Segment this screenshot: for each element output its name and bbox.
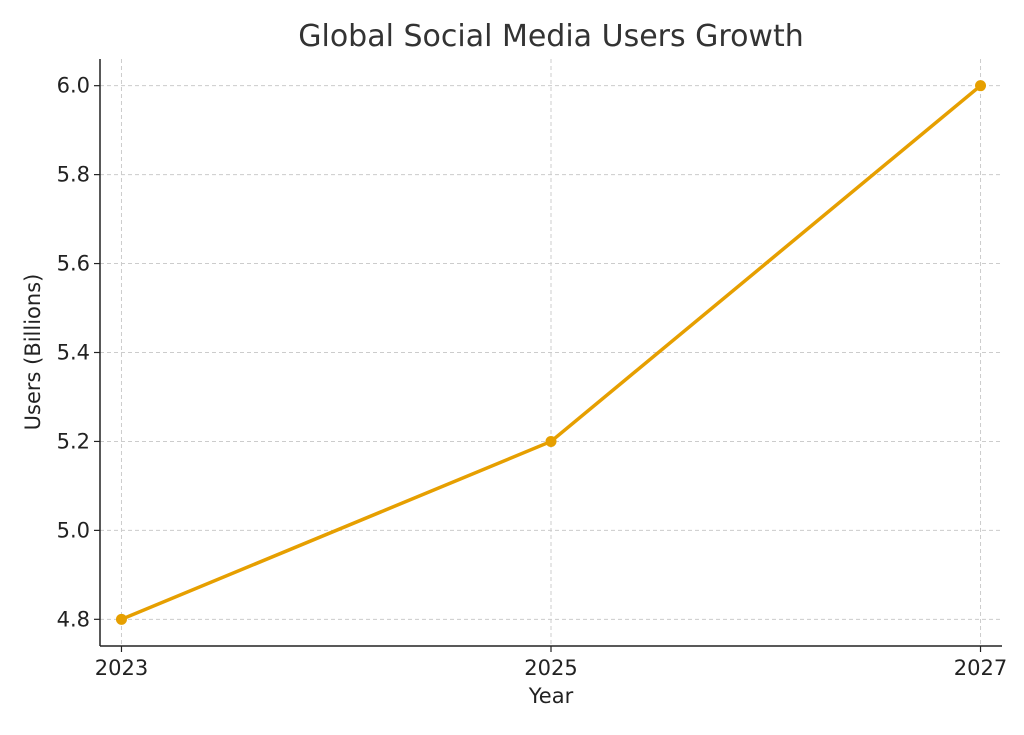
grid	[100, 59, 1002, 646]
x-axis-label: Year	[528, 684, 574, 708]
data-point	[975, 80, 987, 92]
y-tick-label: 5.4	[57, 341, 90, 365]
y-tick-label: 5.6	[57, 252, 90, 276]
y-tick-label: 5.2	[57, 429, 90, 453]
chart-title: Global Social Media Users Growth	[298, 19, 804, 54]
data-point	[115, 613, 127, 625]
series	[115, 80, 987, 625]
data-point	[545, 435, 557, 447]
y-tick-label: 5.8	[57, 163, 90, 187]
y-tick-label: 4.8	[57, 607, 90, 631]
y-axis-label: Users (Billions)	[21, 274, 45, 431]
tick-labels: 4.8 5.0 5.2 5.4 5.6 5.8 6.0 2023 2025 2027	[57, 74, 1008, 680]
y-tick-label: 5.0	[57, 518, 90, 542]
y-tick-label: 6.0	[57, 74, 90, 98]
x-tick-label: 2025	[524, 656, 577, 680]
axes	[94, 59, 1002, 652]
x-tick-label: 2023	[95, 656, 148, 680]
x-tick-label: 2027	[954, 656, 1007, 680]
